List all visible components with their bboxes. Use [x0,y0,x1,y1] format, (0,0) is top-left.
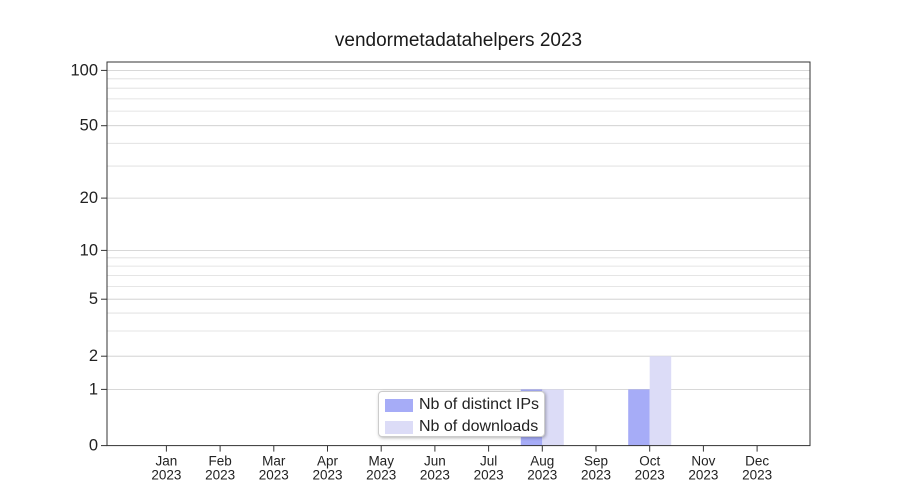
svg-text:2023: 2023 [312,468,342,483]
svg-text:Jan: Jan [156,454,178,469]
svg-text:Nov: Nov [691,454,715,469]
svg-text:2023: 2023 [527,468,557,483]
svg-text:Sep: Sep [584,454,608,469]
svg-text:2023: 2023 [366,468,396,483]
svg-text:2023: 2023 [205,468,235,483]
svg-text:2023: 2023 [151,468,181,483]
svg-text:2023: 2023 [474,468,504,483]
svg-text:5: 5 [89,290,98,308]
svg-text:100: 100 [70,61,98,79]
svg-text:2023: 2023 [259,468,289,483]
svg-text:Apr: Apr [317,454,339,469]
svg-text:2: 2 [89,347,98,365]
svg-text:Aug: Aug [530,454,554,469]
svg-text:Mar: Mar [262,454,286,469]
svg-text:2023: 2023 [420,468,450,483]
svg-text:50: 50 [80,117,98,135]
svg-text:May: May [368,454,394,469]
svg-text:Dec: Dec [745,454,769,469]
svg-text:2023: 2023 [635,468,665,483]
svg-text:2023: 2023 [742,468,772,483]
svg-text:Oct: Oct [639,454,660,469]
svg-text:20: 20 [80,189,98,207]
svg-text:0: 0 [89,437,98,455]
svg-text:Jul: Jul [480,454,497,469]
svg-text:2023: 2023 [688,468,718,483]
svg-text:Jun: Jun [424,454,446,469]
svg-text:2023: 2023 [581,468,611,483]
svg-text:10: 10 [80,241,98,259]
svg-text:Feb: Feb [208,454,231,469]
svg-text:1: 1 [89,380,98,398]
